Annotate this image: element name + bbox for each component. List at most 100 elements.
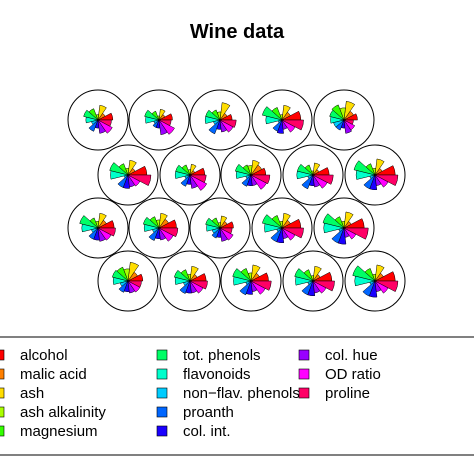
legend-swatch-5 [0,425,5,437]
star-2-segment-7 [145,116,160,124]
star-19-segment-7 [295,276,314,286]
star-4 [251,89,313,151]
star-2-segment-13 [158,119,172,126]
legend-swatch-7 [156,368,168,380]
legend-item-2: malic acid [0,366,87,383]
star-18-segment-7 [233,276,252,286]
star-13-segment-6 [205,217,221,229]
star-12 [128,197,190,259]
star-12-segment-9 [148,227,160,241]
star-10 [344,144,406,206]
star-8-segment-3 [250,159,260,176]
star-5-segment-3 [343,100,356,121]
legend: alcohol malic acid ash ash alkalinity magnes… [0,347,381,440]
star-3-segment-9 [208,119,221,135]
legend-swatch-6 [156,349,168,361]
legend-label-1: alcohol [20,347,68,364]
star-4-segment-6 [262,106,283,121]
star-6-segment-13 [127,174,152,187]
star-2-segment-3 [158,109,166,121]
star-17 [159,250,221,312]
star-19-segment-10 [307,280,316,297]
star-5-segment-13 [343,119,354,125]
star-6-segment-7 [110,170,129,180]
star-13 [189,197,251,259]
legend-item-3: ash [0,385,44,402]
star-1-segment-7 [85,116,99,124]
legend-swatch-11 [298,349,310,361]
star-16-segment-3 [127,261,140,282]
star-11-segment-6 [79,215,99,229]
star-5-segment-12 [343,119,356,131]
star-17-segment-6 [173,269,191,282]
legend-item-8: non−flav. phenols [156,385,300,402]
star-9-segment-3 [312,162,321,176]
star-6-segment-10 [122,174,130,189]
star-19-segment-3 [312,265,322,282]
star-17-segment-13 [189,280,208,290]
star-19-segment-13 [312,280,335,292]
star-1-segment-6 [83,109,99,121]
star-14 [251,197,313,259]
star-10-segment-13 [374,174,399,187]
star-5-segment-9 [335,119,345,131]
star-18-segment-3 [250,264,261,282]
star-16-segment-13 [127,280,142,288]
star-7-segment-13 [189,174,207,183]
star-4-segment-13 [281,119,304,131]
star-3-segment-3 [219,102,231,121]
star-14-segment-7 [264,223,283,233]
star-12-segment-6 [142,216,160,229]
star-10-segment-3 [374,158,385,176]
star-20 [344,250,406,312]
star-9-segment-13 [312,174,334,185]
star-5-segment-11 [343,119,353,134]
legend-label-5: magnesium [20,423,98,440]
star-7-segment-9 [180,174,191,187]
star-6-segment-6 [109,162,129,176]
star-15-segment-6 [322,213,345,229]
star-13-segment-3 [219,215,228,229]
star-15-segment-10 [337,227,347,245]
legend-box [0,336,474,456]
legend-item-5: magnesium [0,423,98,440]
star-1-segment-3 [97,104,107,121]
star-5-segment-5 [331,104,345,121]
star-18 [220,250,282,312]
legend-label-6: tot. phenols [183,347,261,364]
legend-item-1: alcohol [0,347,68,364]
legend-item-10: col. int. [156,423,231,440]
star-20-segment-3 [374,264,385,282]
legend-swatch-2 [0,368,5,380]
star-20-segment-10 [368,280,378,298]
star-14-segment-13 [281,227,304,239]
star-14-segment-10 [276,227,285,244]
star-7 [159,144,221,206]
legend-label-12: OD ratio [325,366,381,383]
star-15-segment-7 [323,222,345,234]
star-12-segment-13 [158,227,179,238]
star-20-segment-7 [354,275,376,287]
star-14-segment-6 [262,214,283,229]
star-3-segment-13 [219,119,237,128]
star-13-segment-12 [219,227,234,241]
legend-label-4: ash alkalinity [20,404,106,421]
star-11-segment-13 [97,227,116,237]
star-8 [220,144,282,206]
legend-label-8: non−flav. phenols [183,385,300,402]
star-2-segment-6 [144,109,160,121]
legend-item-12: OD ratio [298,366,381,383]
legend-label-2: malic acid [20,366,87,383]
star-10-segment-10 [369,174,378,191]
legend-label-9: proanth [183,404,234,421]
star-7-segment-7 [174,171,191,179]
star-12-segment-3 [158,212,168,229]
star-15-segment-13 [343,227,369,240]
star-4-segment-7 [265,115,283,125]
star-20-segment-6 [352,265,376,282]
chart-title: Wine data [190,21,285,43]
star-9 [282,144,344,206]
legend-swatch-1 [0,349,5,361]
stars-layer [67,89,406,312]
